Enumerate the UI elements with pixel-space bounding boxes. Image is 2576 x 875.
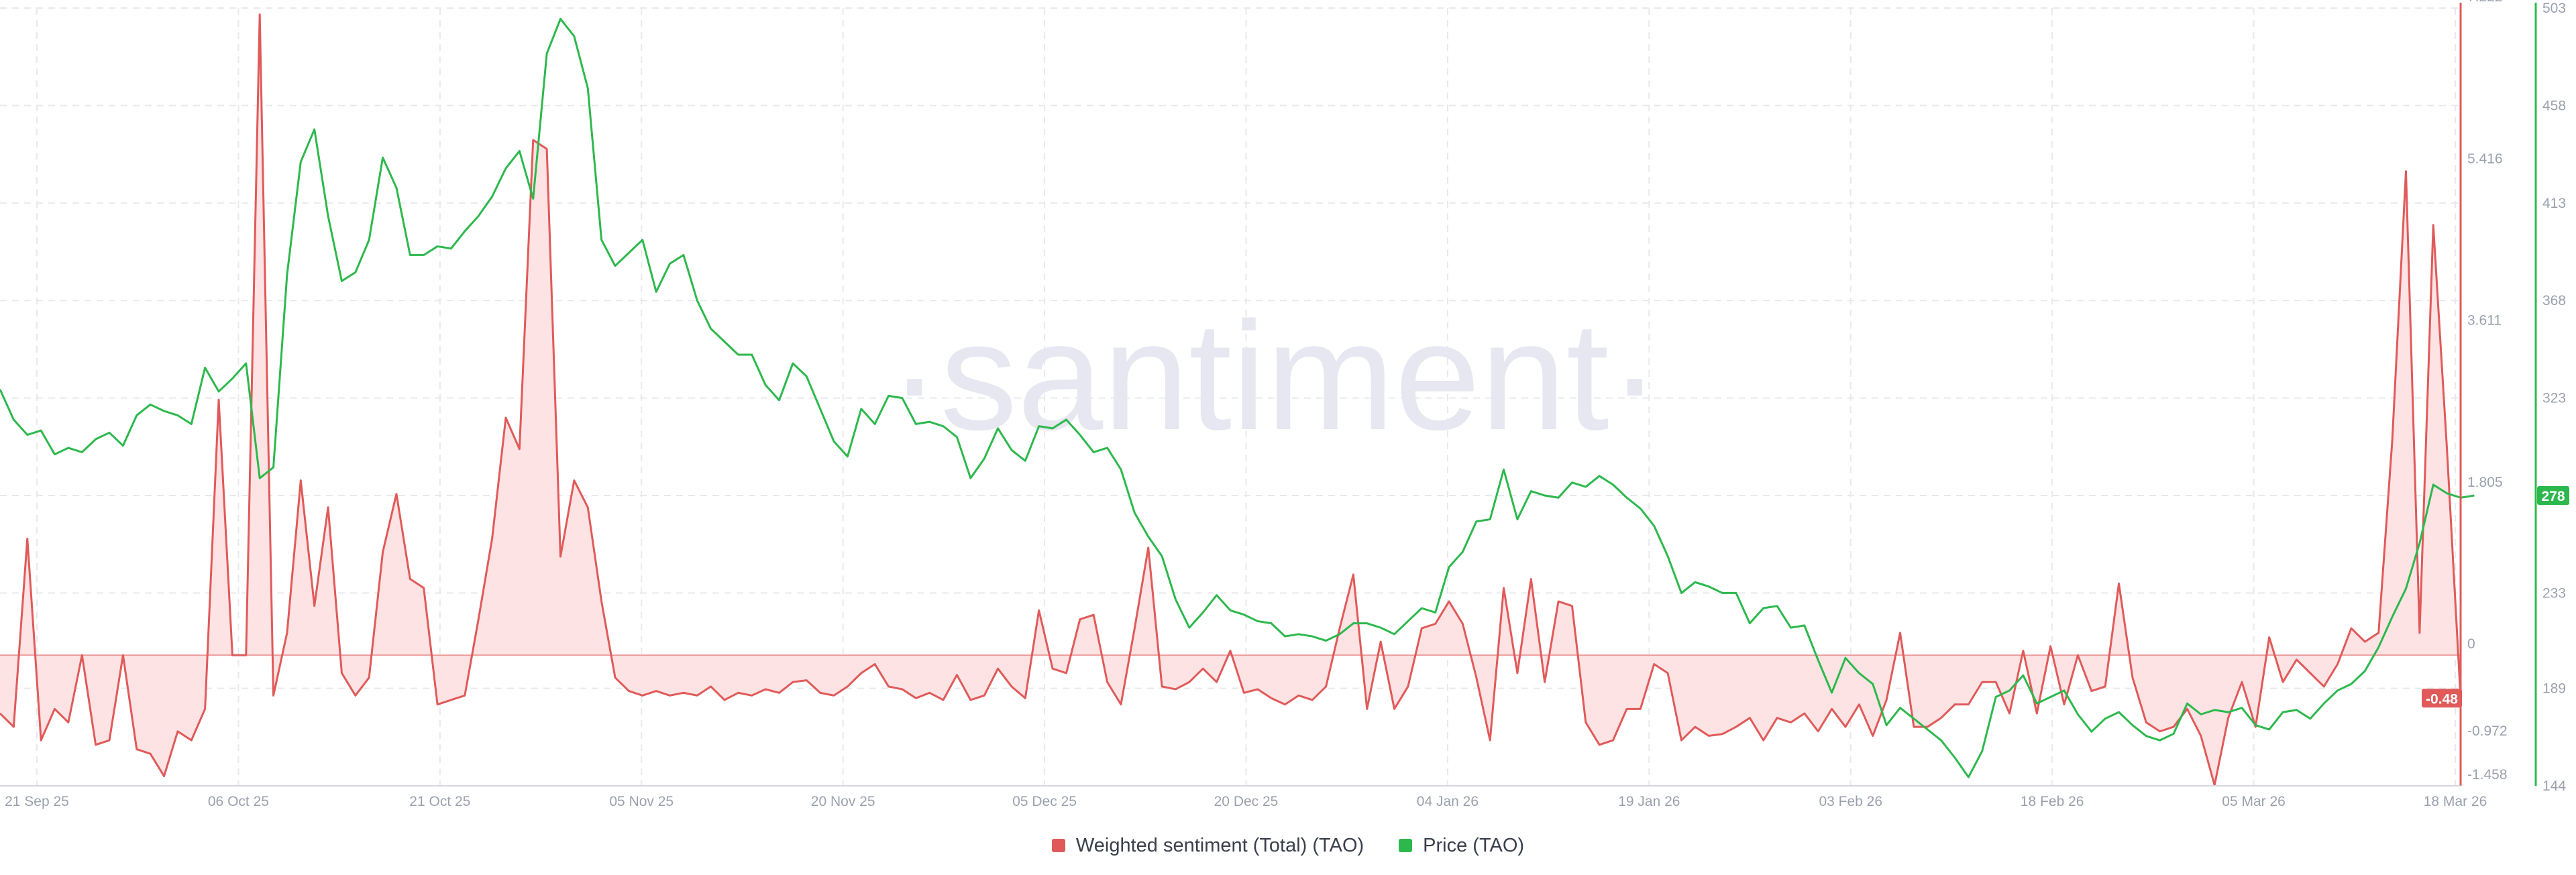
price-current-badge — [2537, 486, 2569, 506]
x-tick-label: 20 Dec 25 — [1214, 794, 1279, 809]
sentiment-current-badge — [2422, 689, 2462, 708]
legend: Weighted sentiment (Total) (TAO) Price (… — [0, 829, 2576, 862]
price-tick-label: 144 — [2542, 778, 2566, 794]
legend-swatch-price — [1399, 839, 1413, 852]
sentiment-tick-label: 1.805 — [2467, 475, 2503, 490]
series-line-sentiment — [0, 13, 2462, 786]
legend-item-price[interactable]: Price (TAO) — [1399, 835, 1524, 857]
x-tick-label: 18 Feb 26 — [2021, 794, 2084, 809]
price-tick-label: 458 — [2542, 98, 2566, 113]
sentiment-area-fill — [0, 14, 2461, 785]
sentiment-tick-label: 7.222 — [2467, 0, 2503, 5]
x-tick-label: 19 Jan 26 — [1618, 794, 1680, 809]
axes — [0, 3, 2537, 786]
legend-item-sentiment[interactable]: Weighted sentiment (Total) (TAO) — [1051, 834, 1364, 857]
sentiment-current-value: -0.48 — [2426, 691, 2458, 707]
x-tick-label: 05 Mar 26 — [2222, 794, 2286, 809]
santiment-watermark: ·santiment· — [889, 290, 1660, 462]
grid — [0, 7, 2461, 786]
current-value-badges: -0.48 278 — [2422, 486, 2569, 708]
series-line-price — [0, 17, 2475, 778]
x-tick-label: 04 Jan 26 — [1417, 794, 1479, 809]
price-tick-label: 233 — [2542, 585, 2566, 601]
x-tick-label: 20 Nov 25 — [811, 794, 875, 809]
price-tick-label: 503 — [2542, 1, 2566, 16]
price-tick-label: 323 — [2542, 391, 2566, 406]
sentiment-tick-label: 5.416 — [2467, 151, 2503, 166]
x-tick-label: 03 Feb 26 — [1819, 794, 1882, 809]
x-tick-label: 18 Mar 26 — [2424, 794, 2487, 809]
price-tick-label: 413 — [2542, 196, 2566, 211]
legend-label-price: Price (TAO) — [1423, 834, 1525, 856]
x-tick-label: 21 Oct 25 — [409, 794, 470, 809]
x-tick-label: 06 Oct 25 — [208, 794, 269, 809]
series-lines — [0, 13, 2475, 786]
sentiment-tick-label: -1.458 — [2467, 767, 2508, 782]
sentiment-tick-label: -0.972 — [2467, 723, 2508, 739]
legend-label-sentiment: Weighted sentiment (Total) (TAO) — [1075, 834, 1364, 856]
sentiment-tick-label: 3.611 — [2467, 313, 2502, 329]
price-tick-label: 189 — [2542, 681, 2566, 697]
price-tick-label: 368 — [2542, 293, 2566, 308]
tick-labels: 21 Sep 25 06 Oct 25 21 Oct 25 05 Nov 25 20 N… — [5, 0, 2566, 809]
x-tick-label: 05 Nov 25 — [609, 794, 674, 809]
legend-swatch-sentiment — [1051, 839, 1065, 852]
x-tick-label: 05 Dec 25 — [1012, 794, 1077, 809]
sentiment-area — [0, 14, 2461, 785]
x-tick-label: 21 Sep 25 — [5, 794, 69, 809]
sentiment-tick-label: 0 — [2467, 636, 2475, 652]
price-current-value: 278 — [2541, 489, 2565, 504]
